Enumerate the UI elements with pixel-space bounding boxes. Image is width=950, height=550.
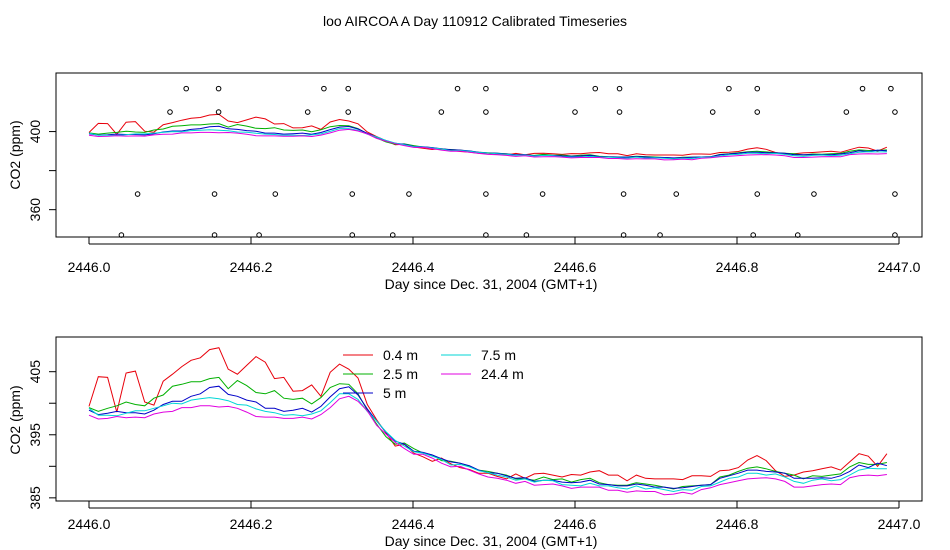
bottom-y-axis-label: CO2 (ppm) [7,385,23,454]
top-flag-marker [754,191,761,197]
top-flag-marker [892,191,898,197]
top-flag-marker [349,191,356,197]
legend-label-04m: 0.4 m [383,347,418,363]
top-flag-marker [592,85,599,92]
top-y-axis: 360 400 [27,120,56,222]
top-flag-markers [118,85,898,238]
top-flag-marker [843,109,850,115]
bottom-series-line-75m [88,393,887,493]
bottom-series-line-25m [88,376,888,490]
top-flag-marker [272,191,279,197]
bottom-x-tick-label: 2446.4 [392,516,435,532]
bottom-series-group [88,347,888,496]
bottom-plot-frame [55,336,923,502]
top-flag-marker [657,232,663,238]
top-flag-marker [211,232,218,238]
top-flag-marker [134,191,141,197]
top-flag-marker [483,109,489,115]
top-x-tick-label: 2446.4 [392,259,435,275]
top-flag-marker [794,232,801,238]
top-flag-marker [811,191,817,197]
top-flag-marker [215,109,222,115]
top-plot-frame [55,72,923,238]
top-y-tick-label: 360 [27,198,43,222]
top-flag-marker [892,232,898,238]
bottom-x-tick-label: 2447.0 [878,516,921,532]
top-flag-marker [389,232,396,238]
bottom-x-tick-label: 2446.2 [230,516,273,532]
bottom-y-axis: 385 395 405 [27,360,56,510]
top-flag-marker [321,85,327,92]
top-flag-marker [256,232,262,238]
top-flag-marker [345,109,352,115]
top-series-line-04m [88,113,888,157]
top-flag-marker [483,85,489,92]
top-x-tick-label: 2446.2 [230,259,273,275]
top-flag-marker [750,232,757,238]
legend-label-5m: 5 m [383,385,406,401]
top-flag-marker [620,232,627,238]
top-flag-marker [118,232,125,238]
top-flag-marker [215,85,222,92]
top-flag-marker [539,191,546,197]
top-flag-marker [483,191,489,197]
bottom-y-tick-label: 405 [27,360,43,384]
bottom-y-tick-label: 385 [27,486,43,510]
bottom-panel: 2446.0 2446.2 2446.4 2446.6 2446.8 2447.0 385… [7,336,923,549]
legend-label-25m: 2.5 m [383,366,418,382]
top-y-tick-label: 400 [27,120,43,144]
top-flag-marker [892,109,898,115]
bottom-x-tick-label: 2446.6 [554,516,597,532]
bottom-x-tick-label: 2446.0 [68,516,111,532]
top-series-group [88,113,888,161]
top-flag-marker [345,85,352,92]
top-flag-marker [726,85,732,92]
legend: 0.4 m 2.5 m 5 m 7.5 m 24.4 m [343,347,524,401]
top-y-axis-label: CO2 (ppm) [7,120,23,189]
top-flag-marker [754,85,761,92]
bottom-y-tick-label: 395 [27,423,43,447]
top-flag-marker [673,191,680,197]
bottom-x-tick-label: 2446.8 [716,516,759,532]
top-x-axis: 2446.0 2446.2 2446.4 2446.6 2446.8 2447.0 [68,237,921,275]
top-panel: 2446.0 2446.2 2446.4 2446.6 2446.8 2447.0 360… [7,72,923,292]
top-flag-marker [709,109,716,115]
top-flag-marker [304,109,311,115]
top-flag-marker [211,191,218,197]
legend-label-75m: 7.5 m [481,347,516,363]
bottom-series-line-244m [88,395,887,496]
top-flag-marker [349,232,356,238]
bottom-series-line-04m [88,347,888,482]
top-flag-marker [888,85,894,92]
top-flag-marker [167,109,173,115]
top-flag-marker [754,109,761,115]
top-flag-marker [523,232,530,238]
figure-title: loo AIRCOA A Day 110912 Calibrated Times… [323,13,627,29]
top-flag-marker [616,85,623,92]
legend-label-244m: 24.4 m [481,366,524,382]
top-flag-marker [483,232,489,238]
top-series-line-244m [88,128,887,161]
bottom-x-axis: 2446.0 2446.2 2446.4 2446.6 2446.8 2447.0 [68,501,921,532]
top-x-tick-label: 2446.8 [716,259,759,275]
top-flag-marker [859,85,866,92]
top-x-axis-label: Day since Dec. 31, 2004 (GMT+1) [385,276,598,292]
top-flag-marker [620,191,627,197]
top-x-tick-label: 2446.0 [68,259,111,275]
top-flag-marker [183,85,189,92]
bottom-x-axis-label: Day since Dec. 31, 2004 (GMT+1) [385,533,598,549]
top-x-tick-label: 2446.6 [554,259,597,275]
top-flag-marker [454,85,461,92]
top-flag-marker [406,191,412,197]
top-series-line-75m [88,128,887,160]
top-flag-marker [438,109,445,115]
top-flag-marker [572,109,578,115]
top-x-tick-label: 2447.0 [878,259,921,275]
top-flag-marker [616,109,623,115]
